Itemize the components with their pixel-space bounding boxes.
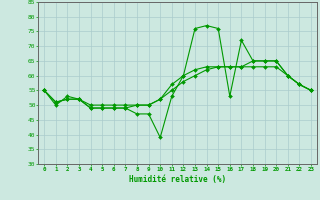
X-axis label: Humidité relative (%): Humidité relative (%) [129, 175, 226, 184]
